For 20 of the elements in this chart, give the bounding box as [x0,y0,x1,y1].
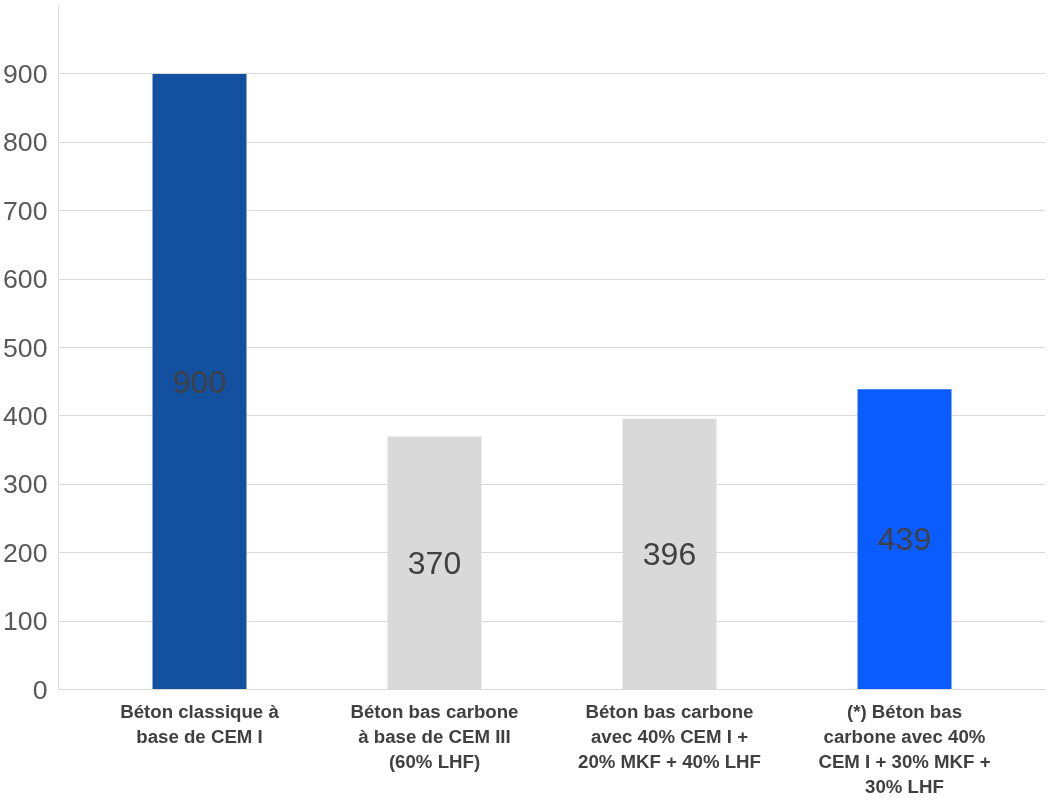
data-label: 370 [407,544,462,581]
data-label: 439 [877,521,932,558]
bar [857,389,952,690]
x-tick-label: Béton bas carbone avec 40% CEM I + 20% MKF + 40% LHF [578,700,761,772]
x-tick-label: Béton bas carbone à base de CEM III (60% LHF) [350,700,519,772]
y-tick-label: 800 [3,127,48,158]
y-tick-label: 500 [3,332,48,363]
data-label: 396 [642,536,697,573]
x-tick-label: (*) Béton bas carbone avec 40% CEM I + 30% MKF + 30% LHF [818,700,991,798]
y-tick-label: 200 [3,537,48,568]
data-label: 900 [172,363,227,400]
bar [152,73,247,690]
y-tick-label: 900 [3,58,48,89]
y-tick-label: 0 [32,674,48,705]
x-tick-label: Béton classique à base de CEM I [120,700,280,747]
y-tick-label: 300 [3,469,48,500]
y-tick-label: 700 [3,195,48,226]
y-tick-label: 600 [3,264,48,295]
y-tick-label: 100 [3,606,48,637]
y-tick-label: 400 [3,400,48,431]
